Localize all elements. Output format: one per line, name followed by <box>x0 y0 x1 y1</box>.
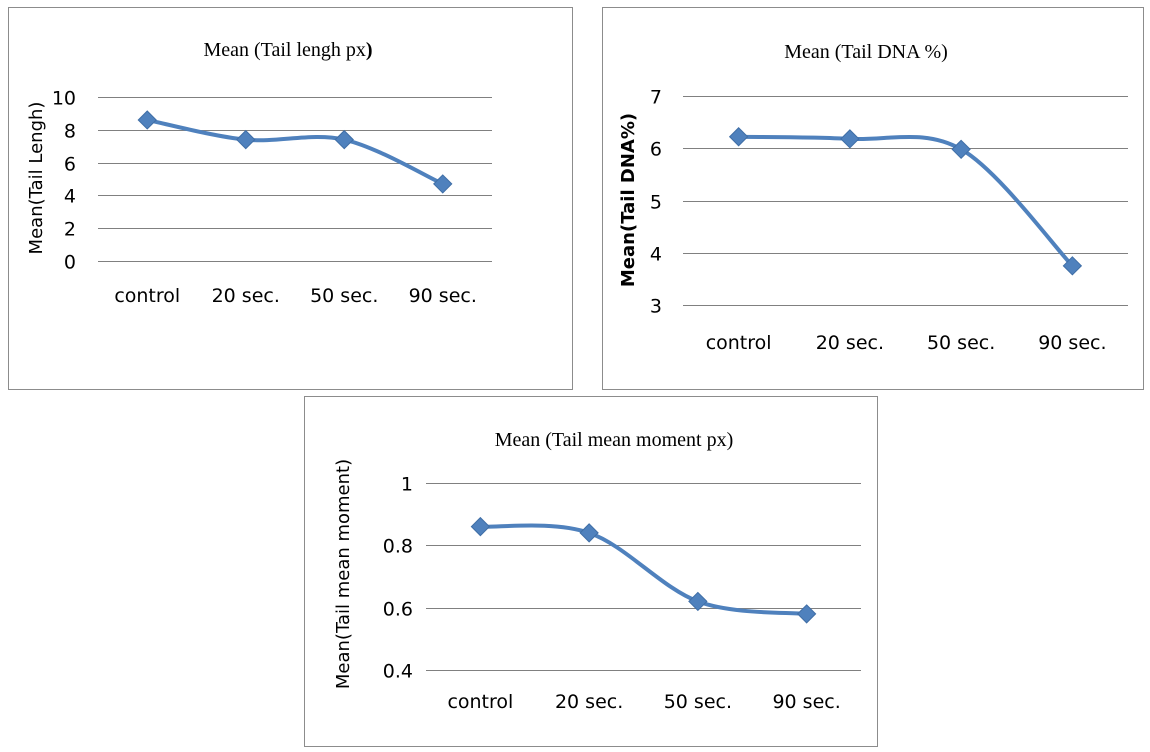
y-axis-label: Mean(Tail Lengh) <box>26 102 47 255</box>
chart-tail-length: Mean (Tail lengh px) Mean(Tail Lengh) 0 2… <box>8 7 573 390</box>
y-tick-label: 10 <box>52 88 76 110</box>
data-point-marker <box>579 523 599 543</box>
chart-frame <box>602 7 1144 390</box>
y-tick-label: 8 <box>64 121 76 143</box>
gridlines <box>98 97 492 262</box>
series-line <box>478 523 809 616</box>
data-point-marker <box>1062 256 1083 276</box>
y-tick-label: 3 <box>650 296 662 318</box>
y-tick-label: 4 <box>650 244 662 266</box>
data-point-marker <box>840 129 860 149</box>
series <box>137 110 453 194</box>
data-point-marker <box>470 516 491 537</box>
y-tick-label: 0.6 <box>383 599 413 621</box>
data-point-marker <box>334 129 354 150</box>
y-tick-label: 0 <box>64 252 76 274</box>
series-line <box>736 134 1075 268</box>
x-tick-label: control <box>706 332 772 354</box>
data-point-marker <box>137 110 157 130</box>
series <box>470 516 817 624</box>
y-tick-label: 6 <box>64 154 76 176</box>
chart-tail-mean-moment: Mean (Tail mean moment px) Mean(Tail mea… <box>304 396 878 747</box>
data-point-marker <box>433 174 453 194</box>
x-tick-label: 90 sec. <box>772 691 840 713</box>
y-axis-label: Mean(Tail DNA%) <box>618 113 639 287</box>
chart-title: Mean (Tail mean moment px) <box>495 429 734 451</box>
y-tick-label: 2 <box>64 219 76 241</box>
y-tick-label: 1 <box>401 474 413 496</box>
y-tick-labels: 3 4 5 6 7 <box>650 87 662 318</box>
x-tick-label: 90 sec. <box>409 285 477 307</box>
data-point-marker <box>236 129 256 150</box>
x-tick-label: control <box>114 285 180 307</box>
x-tick-labels: control 20 sec. 50 sec. 90 sec. <box>114 285 477 307</box>
chart-frame <box>8 7 573 390</box>
x-tick-label: 50 sec. <box>310 285 378 307</box>
series-line <box>145 117 445 186</box>
y-tick-label: 6 <box>650 139 662 161</box>
x-tick-label: 50 sec. <box>927 332 995 354</box>
y-tick-label: 5 <box>650 192 662 214</box>
data-point-marker <box>688 591 708 612</box>
x-tick-label: control <box>447 691 513 713</box>
series <box>728 127 1083 276</box>
y-axis-label: Mean(Tail mean moment) <box>333 459 354 689</box>
chart-title: Mean (Tail DNA %) <box>784 41 948 63</box>
data-point-marker <box>951 139 971 160</box>
data-point-marker <box>796 604 817 624</box>
x-tick-label: 20 sec. <box>816 332 884 354</box>
y-tick-label: 0.4 <box>383 661 413 683</box>
x-tick-label: 50 sec. <box>664 691 732 713</box>
y-tick-labels: 0.4 0.6 0.8 1 <box>383 474 413 683</box>
x-tick-labels: control 20 sec. 50 sec. 90 sec. <box>447 691 840 713</box>
y-tick-labels: 0 2 4 6 8 10 <box>52 88 76 274</box>
x-tick-label: 20 sec. <box>555 691 623 713</box>
gridlines <box>426 483 861 671</box>
gridlines <box>683 96 1128 306</box>
y-tick-label: 7 <box>650 87 662 109</box>
x-tick-label: 90 sec. <box>1038 332 1106 354</box>
chart-title: Mean (Tail lengh px) <box>203 39 372 61</box>
chart-frame <box>304 396 878 747</box>
x-tick-labels: control 20 sec. 50 sec. 90 sec. <box>706 332 1107 354</box>
y-tick-label: 0.8 <box>383 536 413 558</box>
chart-tail-dna: Mean (Tail DNA %) Mean(Tail DNA%) 34567 … <box>602 7 1144 390</box>
y-tick-label: 4 <box>64 186 76 208</box>
x-tick-label: 20 sec. <box>212 285 280 307</box>
data-point-marker <box>728 127 749 147</box>
